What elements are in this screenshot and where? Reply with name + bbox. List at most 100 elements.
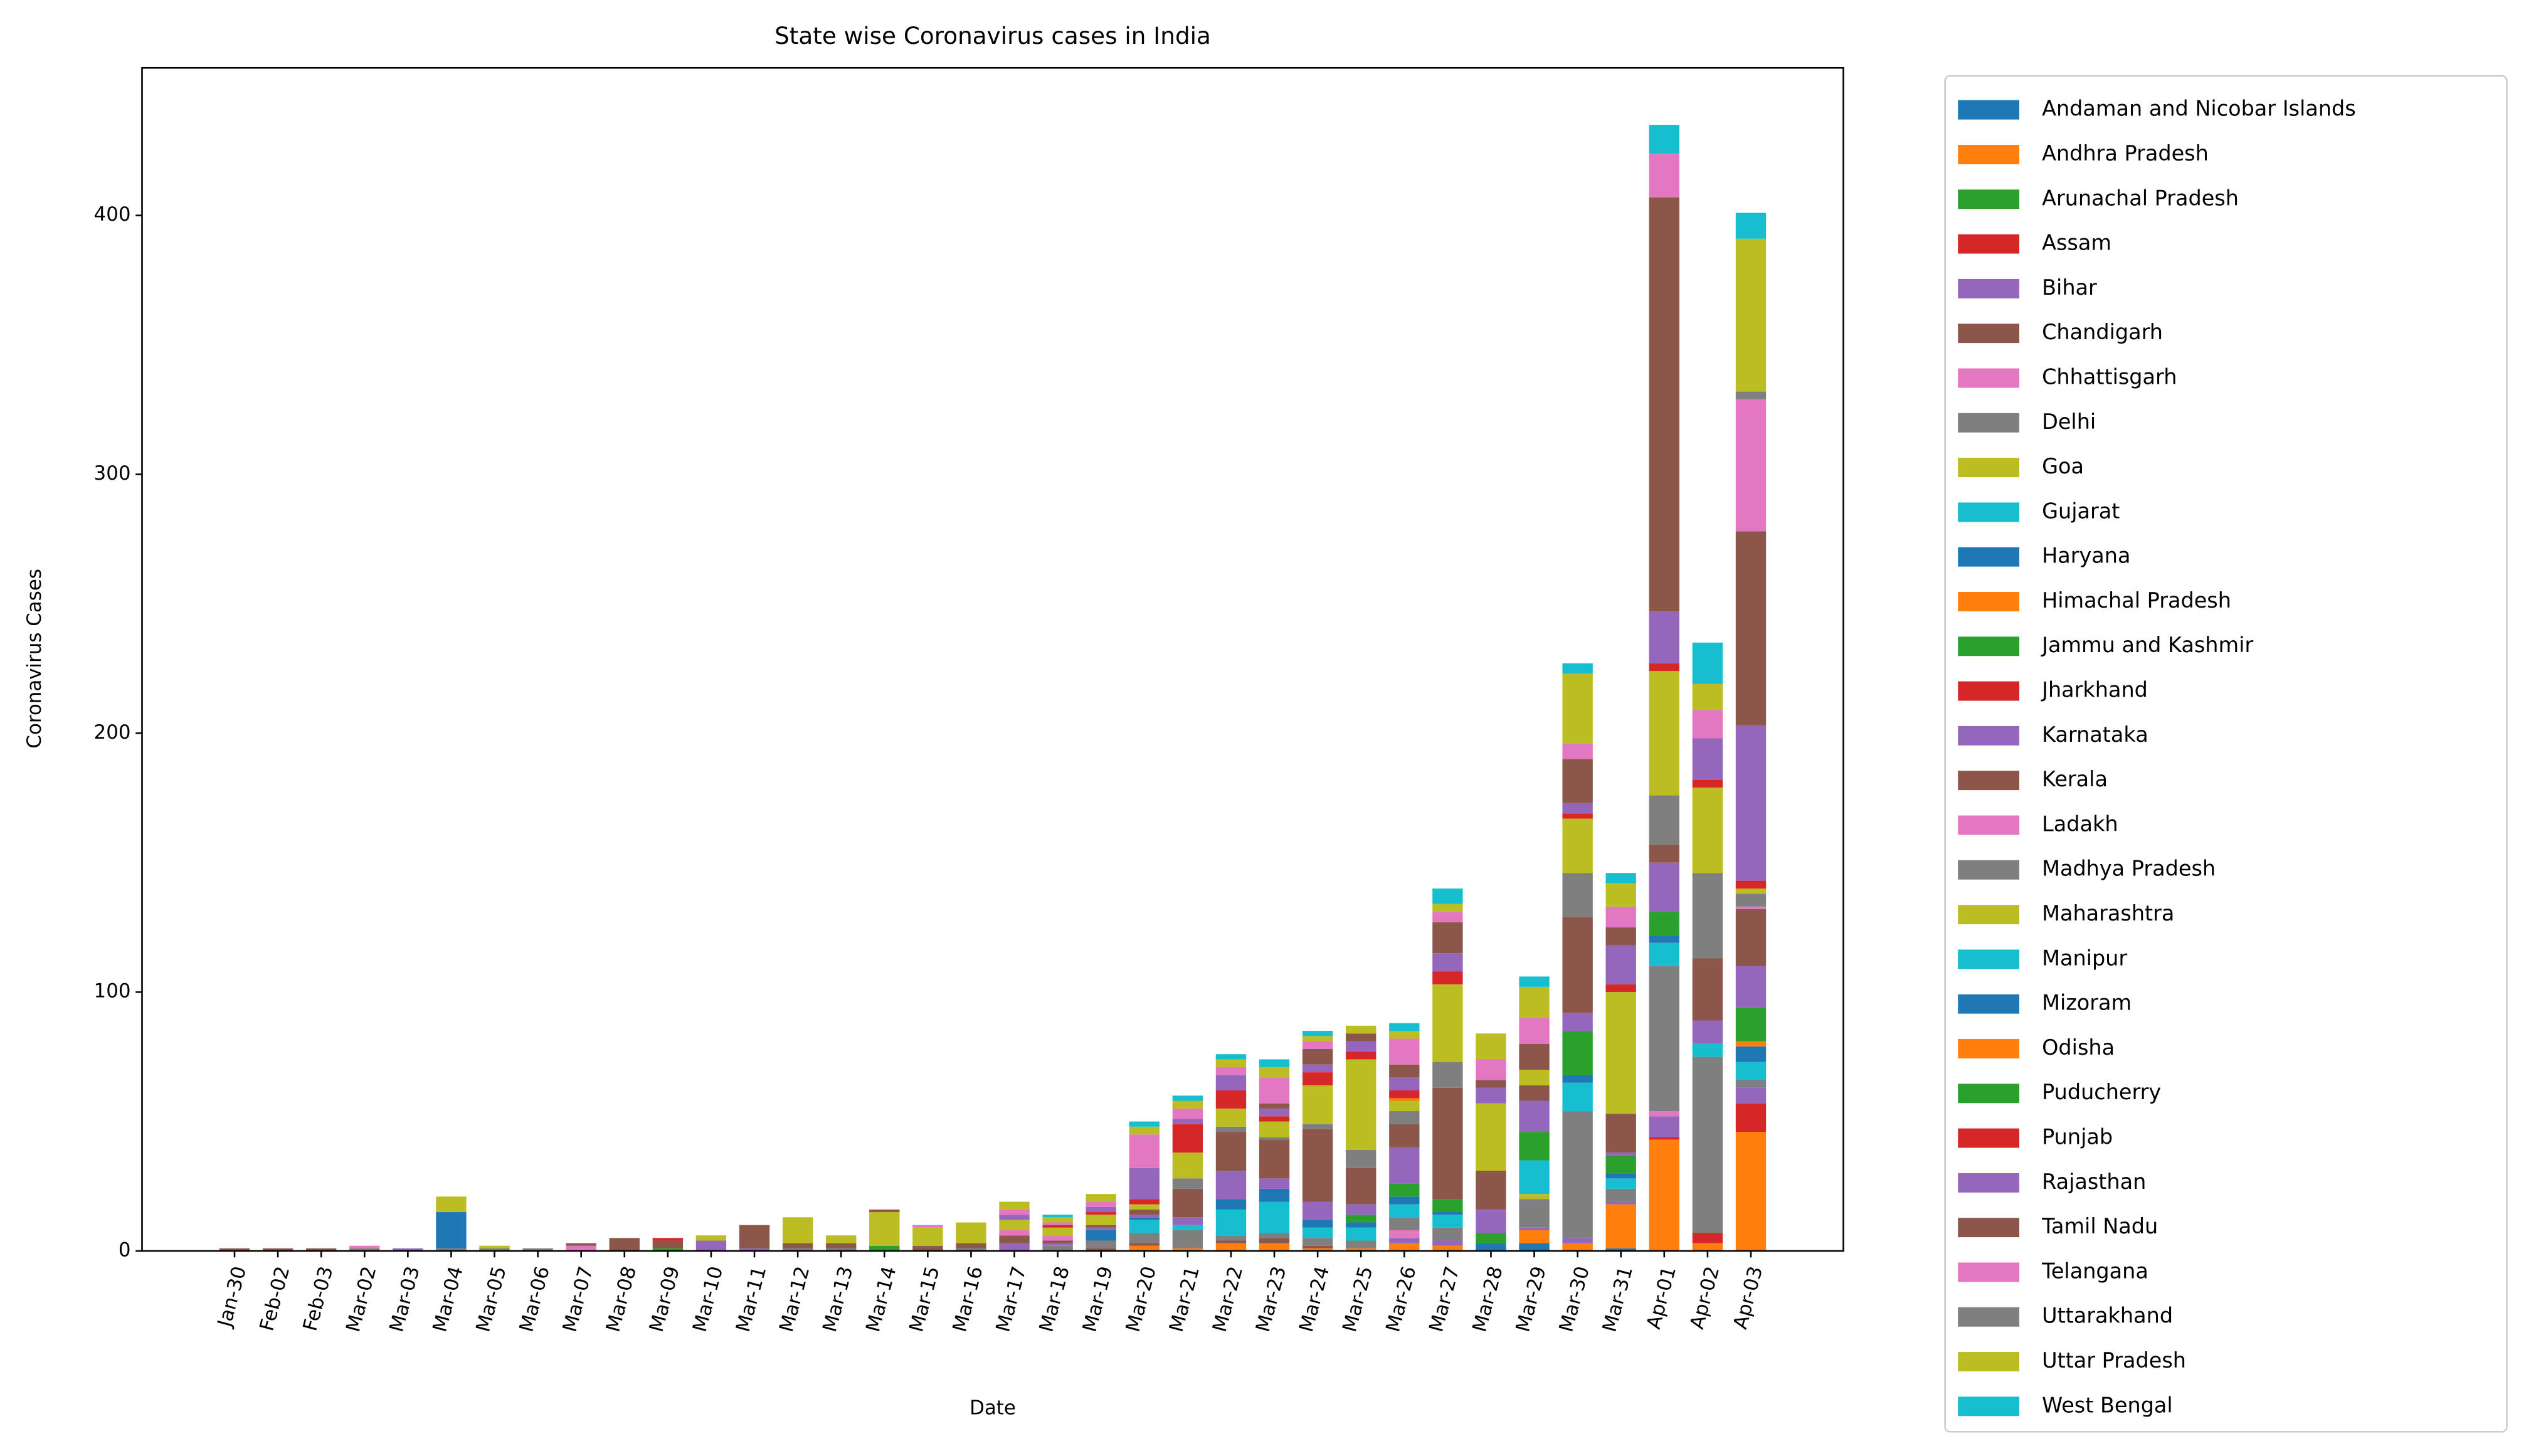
bar-segment [1259,1103,1290,1109]
bar-segment [1215,1132,1247,1171]
bar-segment [1129,1220,1160,1233]
bar-segment [1346,1168,1376,1205]
bar-segment [1432,971,1463,984]
bar-segment [1649,1116,1679,1137]
bar-segment [1519,1227,1550,1230]
bar-segment [1215,1090,1247,1109]
bar-segment [1735,531,1767,725]
bar-segment [1735,1103,1767,1132]
bar-segment [1129,1168,1160,1200]
bar-segment [652,1248,684,1251]
bar-segment [1432,1062,1463,1088]
bar-segment [1042,1215,1073,1218]
legend-label: Chandigarh [2042,320,2163,344]
bar-segment [1649,125,1679,154]
bar-segment [1172,1248,1203,1251]
legend-label: Haryana [2042,544,2130,568]
legend-swatch [1958,1307,2020,1327]
bar-segment [999,1220,1030,1230]
bar-segment [1649,611,1679,663]
legend-label: Kerala [2042,767,2108,791]
legend-label: Gujarat [2042,499,2120,523]
bar-segment [1735,399,1767,532]
bar-segment [1649,663,1679,672]
legend-label: Bihar [2042,275,2097,300]
bar-segment [1389,1147,1420,1184]
bar-segment [1605,1248,1636,1251]
bar-segment [1259,1077,1290,1104]
bar-segment [1692,683,1723,710]
bar-segment [1302,1220,1333,1228]
legend-swatch [1958,1084,2020,1104]
bar-segment [1259,1108,1290,1117]
legend-swatch [1958,725,2020,746]
bar-segment [1389,1243,1420,1251]
bar-segment [1086,1201,1116,1207]
legend-swatch [1958,636,2020,657]
bar-segment [1519,1018,1550,1044]
bar-segment [1215,1075,1247,1091]
bar-segment [1605,1204,1636,1248]
legend: Andaman and Nicobar Islands Andhra Prades… [1944,75,2508,1433]
bar-segment [1042,1240,1073,1243]
bar-segment [1432,1227,1463,1241]
bar-segment [1519,1085,1550,1101]
bar-segment [1086,1230,1116,1241]
y-tick-label: 300 [94,462,131,485]
bar-segment [522,1248,553,1251]
chart-title: State wise Coronavirus cases in India [774,22,1211,50]
bar-segment [1389,1023,1420,1031]
bar-segment [1562,813,1593,819]
bar-segment [956,1248,986,1251]
bar-segment [1432,1245,1463,1251]
bar-segment [912,1245,943,1251]
bar-segment [1215,1235,1247,1241]
bar-segment [1605,945,1636,984]
bar-segment [869,1209,900,1213]
bar-segment [1735,725,1767,881]
bar-segment [869,1212,900,1246]
bar-segment [739,1225,770,1248]
bar-segment [1259,1116,1290,1122]
bar-segment [1735,213,1767,239]
bar-segment [1735,1080,1767,1088]
bar-segment [956,1243,986,1248]
bar-segment [1605,1173,1636,1179]
bar-segment [1476,1059,1506,1080]
bar-segment [1129,1126,1160,1135]
bar-segment [1259,1233,1290,1238]
bar-segment [1649,935,1679,943]
bar-segment [1129,1121,1160,1127]
bar-segment [609,1238,640,1251]
legend-swatch [1958,368,2020,388]
bar-segment [1432,904,1463,912]
bar-segment [1129,1217,1160,1220]
y-tick-label: 400 [94,203,131,226]
bar-segment [1519,1069,1550,1085]
bar-segment [1692,1057,1723,1233]
bar-segment [1302,1085,1333,1124]
legend-swatch [1958,681,2020,701]
bar-segment [1086,1227,1116,1230]
bar-segment [1259,1067,1290,1078]
bar-segment [1735,1046,1767,1062]
bar-segment [1259,1201,1290,1233]
bar-segment [826,1243,857,1248]
bar-segment [1215,1240,1247,1243]
bar-segment [1389,1111,1420,1124]
bar-segment [1432,1087,1463,1200]
bar-segment [1735,909,1767,966]
bar-segment [1172,1217,1203,1225]
bar-segment [1172,1100,1203,1109]
bar-segment [1692,958,1723,1021]
legend-label: Andhra Pradesh [2042,141,2209,166]
legend-swatch [1958,100,2020,120]
legend-swatch [1958,145,2020,164]
bar-segment [1042,1222,1073,1225]
bar-segment [566,1243,596,1246]
legend-swatch [1958,458,2020,478]
bar-segment [1086,1194,1116,1202]
bar-segment [1519,1160,1550,1195]
bar-segment [1389,1238,1420,1243]
